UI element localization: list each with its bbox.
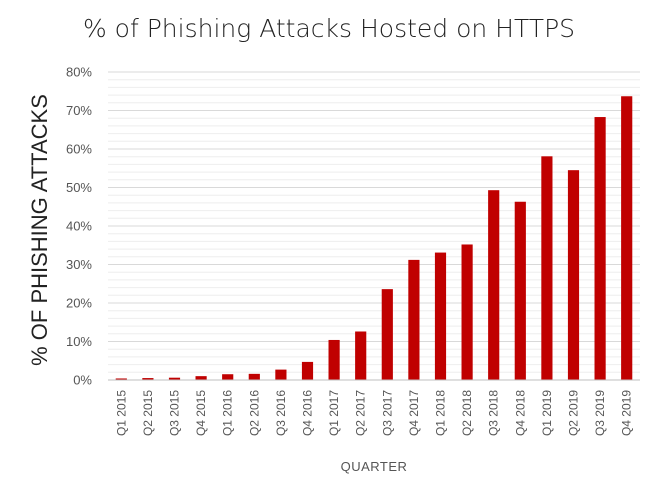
x-tick-label: Q2 2018 (460, 390, 474, 436)
x-tick-label: Q4 2019 (620, 390, 634, 436)
bar (514, 201, 526, 380)
bar (381, 289, 393, 380)
y-tick-label: 40% (66, 219, 92, 234)
bar (541, 156, 553, 380)
x-tick-label: Q1 2019 (540, 390, 554, 436)
bar (168, 377, 181, 380)
bar (355, 331, 367, 380)
chart-title: % of Phishing Attacks Hosted on HTTPS (82, 14, 576, 43)
x-tick-label: Q2 2017 (354, 390, 368, 436)
x-tick-label: Q4 2016 (301, 390, 315, 436)
bar (461, 244, 473, 380)
x-tick-label: Q3 2015 (168, 390, 182, 436)
x-tick-label: Q2 2016 (247, 390, 261, 436)
y-tick-label: 0% (73, 373, 92, 388)
x-tick-label: Q2 2015 (141, 390, 155, 436)
bars (115, 96, 633, 381)
y-tick-label: 20% (66, 296, 92, 311)
y-tick-label: 80% (66, 65, 92, 80)
x-tick-label: Q4 2015 (194, 390, 208, 436)
x-tick-label: Q1 2016 (221, 390, 235, 436)
bar (195, 376, 207, 380)
bar (621, 96, 633, 380)
bar (567, 170, 580, 380)
bar (328, 339, 340, 380)
y-tick-label: 30% (66, 257, 92, 272)
bar (434, 252, 447, 380)
y-tick-label: 10% (66, 334, 92, 349)
y-tick-label: 60% (66, 142, 92, 157)
x-tick-label: Q3 2017 (380, 390, 394, 436)
bar (115, 378, 127, 380)
grid-layer (108, 71, 640, 373)
x-tick-label: Q2 2019 (567, 390, 581, 436)
y-axis-ticks: 0% 10% 20% 30% 40% 50% 60% 70% 80% (66, 65, 92, 388)
x-axis-label: QUARTER (341, 459, 408, 474)
x-tick-label: Q3 2018 (487, 390, 501, 436)
y-tick-label: 70% (66, 103, 92, 118)
bar (275, 369, 287, 380)
x-axis-ticks: Q1 2015 Q2 2015 Q3 2015 Q4 2015 Q1 2016 Q2 20… (114, 390, 633, 436)
x-tick-label: Q3 2016 (274, 390, 288, 436)
bar (142, 378, 154, 380)
bar (488, 190, 500, 380)
bar (594, 117, 606, 381)
x-tick-label: Q4 2018 (513, 390, 527, 436)
x-tick-label: Q1 2015 (114, 390, 128, 436)
y-axis-label: % OF PHISHING ATTACKS (27, 94, 52, 366)
x-tick-label: Q1 2018 (434, 390, 448, 436)
bar (222, 374, 234, 380)
x-tick-label: Q4 2017 (407, 390, 421, 436)
y-tick-label: 50% (66, 180, 92, 195)
bar (301, 361, 314, 380)
bar (408, 259, 420, 380)
bar (248, 373, 260, 380)
x-tick-label: Q1 2017 (327, 390, 341, 436)
x-tick-label: Q3 2019 (593, 390, 607, 436)
